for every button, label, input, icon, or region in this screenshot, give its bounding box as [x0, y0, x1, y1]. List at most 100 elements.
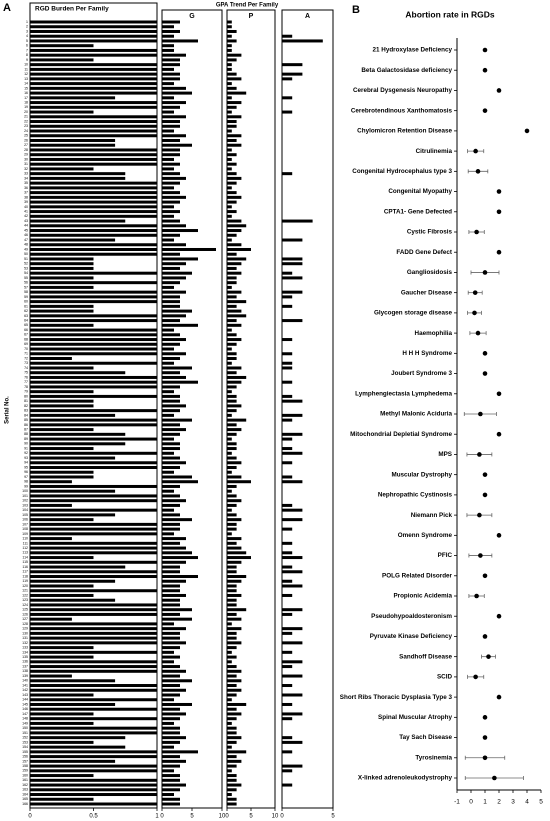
y-tick-label: 29	[24, 153, 28, 157]
bar	[162, 385, 180, 389]
bar	[162, 560, 186, 564]
y-tick-label: 93	[24, 456, 28, 460]
bar	[30, 565, 126, 569]
bar	[30, 44, 94, 48]
bar	[227, 470, 232, 474]
bar	[282, 518, 303, 522]
bar	[282, 172, 293, 176]
bar	[30, 788, 157, 792]
y-tick-label: 151	[22, 731, 28, 735]
bar	[162, 802, 180, 806]
bar	[227, 44, 232, 48]
y-tick-label: 14	[24, 82, 28, 86]
bar	[162, 627, 186, 631]
bar	[30, 698, 157, 702]
bar	[162, 191, 180, 195]
point	[475, 169, 481, 174]
y-tick-label: 34	[24, 176, 28, 180]
bar	[227, 622, 232, 626]
y-tick-label: 98	[24, 480, 28, 484]
bar	[282, 366, 293, 370]
bar	[162, 679, 192, 683]
bar	[227, 423, 237, 427]
bar	[162, 593, 186, 597]
bar	[282, 380, 293, 384]
y-tick-label: 66	[24, 328, 28, 332]
bar	[227, 679, 242, 683]
y-tick-label: 130	[22, 631, 28, 635]
bar	[227, 484, 237, 488]
bar	[282, 674, 303, 678]
bar	[162, 423, 180, 427]
x-tick-label: 1	[483, 799, 487, 806]
bar	[282, 304, 293, 308]
bar	[227, 101, 242, 105]
bar	[227, 508, 232, 512]
bar	[227, 698, 232, 702]
bar	[30, 726, 157, 730]
y-tick-label: 53	[24, 266, 28, 270]
bar	[30, 636, 157, 640]
bar	[30, 195, 157, 199]
y-tick-label: 145	[22, 702, 28, 706]
bar	[162, 276, 186, 280]
y-tick-label: 63	[24, 314, 28, 318]
bar	[227, 593, 242, 597]
panel-title: A	[305, 13, 310, 20]
bar	[30, 319, 157, 323]
bar	[282, 418, 293, 422]
y-tick-label: 60	[24, 300, 28, 304]
bar	[162, 148, 180, 152]
y-tick-label: Cerebral Dysgenesis Neuropathy	[353, 87, 453, 94]
bar	[30, 679, 116, 683]
x-tick-label: -1	[454, 799, 460, 806]
bar	[282, 338, 293, 342]
bar	[227, 631, 237, 635]
bar	[227, 186, 232, 190]
bar	[162, 489, 174, 493]
bar	[227, 205, 232, 209]
y-tick-label: Congenital Myopathy	[388, 188, 452, 195]
bar	[162, 115, 186, 119]
bar	[30, 257, 94, 261]
bar	[30, 745, 126, 749]
point	[474, 593, 479, 599]
bar	[162, 262, 186, 266]
panel-title: RGD Burden Per Family	[35, 6, 109, 13]
bar	[227, 233, 237, 237]
y-tick-label: 97	[24, 475, 28, 479]
bar	[30, 366, 94, 370]
bar	[282, 319, 303, 323]
bar	[227, 665, 237, 669]
y-tick-label: 90	[24, 442, 28, 446]
y-tick-label: 149	[22, 721, 28, 725]
bar	[162, 290, 186, 294]
y-tick-label: MPS	[438, 451, 452, 458]
bar	[162, 157, 174, 161]
point	[472, 310, 477, 316]
bar	[162, 243, 186, 247]
bar	[227, 342, 237, 346]
bar	[162, 210, 180, 214]
bar	[227, 162, 237, 166]
bar	[30, 157, 157, 161]
y-tick-label: 131	[22, 636, 28, 640]
bar	[162, 631, 180, 635]
y-tick-label: Chylomicron Retention Disease	[357, 128, 452, 135]
bar	[30, 655, 94, 659]
bar	[162, 413, 174, 417]
bar	[227, 499, 242, 503]
y-tick-label: 78	[24, 385, 28, 389]
bar	[162, 688, 186, 692]
bar	[30, 233, 157, 237]
bar	[227, 399, 237, 403]
bar	[282, 769, 293, 773]
x-tick-label: 10	[272, 814, 279, 820]
y-tick-label: 125	[22, 608, 28, 612]
bar	[30, 522, 157, 526]
bar	[30, 499, 157, 503]
y-tick-label: 150	[22, 726, 28, 730]
y-tick-label: 121	[22, 589, 28, 593]
bar	[162, 143, 192, 147]
bar	[30, 774, 94, 778]
